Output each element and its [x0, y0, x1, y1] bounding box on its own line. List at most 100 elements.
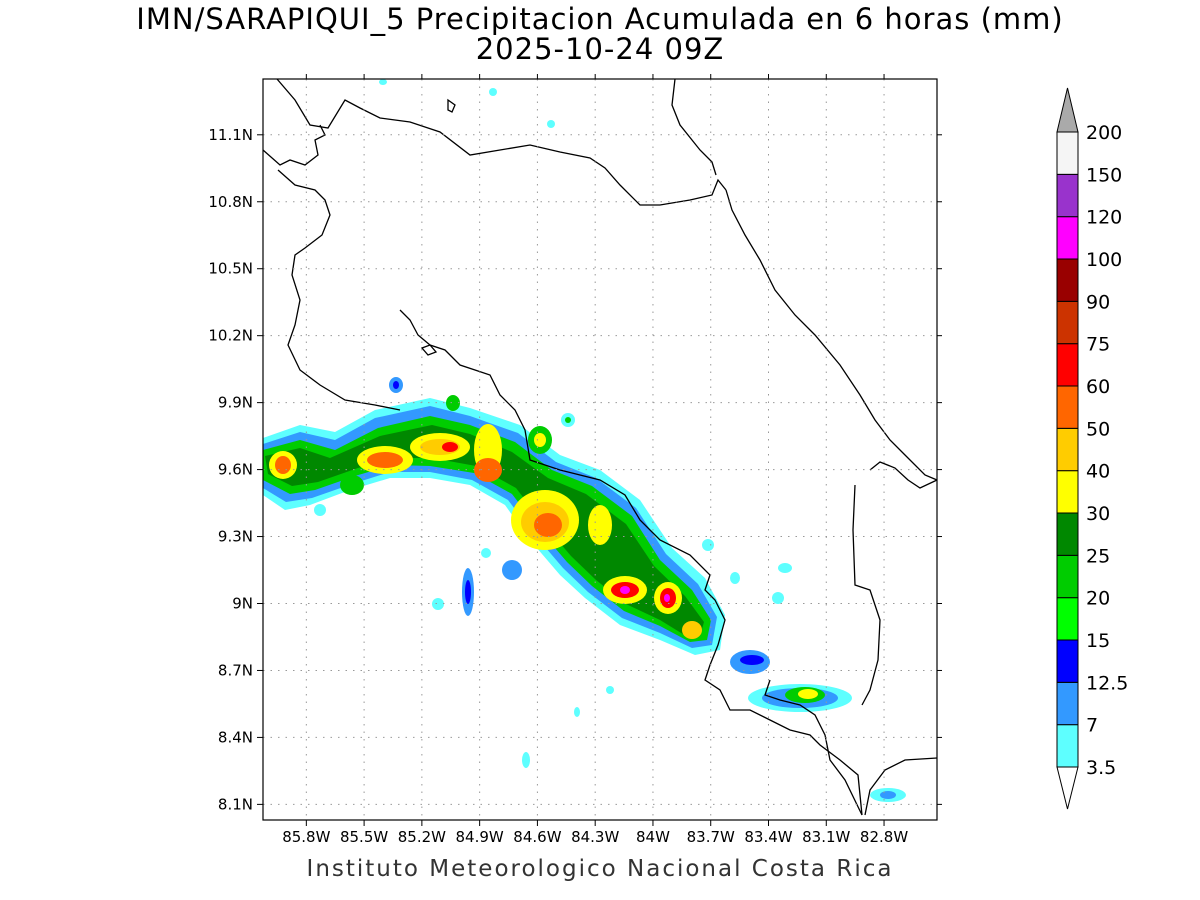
- colorbar-label: 90: [1086, 291, 1110, 313]
- y-tick-label: 8.7N: [218, 661, 253, 679]
- y-tick-label: 10.8N: [208, 193, 253, 211]
- map-subtitle-datetime: 2025-10-24 09Z: [475, 32, 725, 66]
- y-tick-label: 9N: [232, 595, 253, 613]
- precip-cell: [502, 560, 522, 580]
- precip-cell: [730, 572, 740, 584]
- nicaragua-border: [276, 79, 727, 206]
- longitude-axis: 85.8W 85.5W 85.2W 84.9W 84.6W 84.3W 84W 83.7W 83…: [282, 74, 908, 846]
- colorbar-segment: [1056, 216, 1079, 260]
- precip-cell: [565, 417, 571, 423]
- y-tick-label: 9.3N: [218, 528, 253, 546]
- precip-cell: [379, 79, 387, 85]
- colorbar-segment: [1056, 300, 1079, 345]
- precip-cell: [772, 592, 784, 604]
- precip-cell: [798, 689, 818, 699]
- colorbar-segment: [1056, 681, 1079, 726]
- colorbar-label: 75: [1086, 334, 1110, 356]
- precip-core: [367, 452, 403, 468]
- x-tick-label: 84.6W: [513, 828, 561, 846]
- precip-cell: [740, 655, 764, 665]
- precip-cell: [393, 381, 399, 389]
- colorbar-segment: [1056, 173, 1079, 218]
- x-tick-label: 82.8W: [860, 828, 908, 846]
- colorbar-label: 7: [1086, 715, 1098, 737]
- precip-cell: [574, 707, 580, 717]
- colorbar-arrow-bottom: [1056, 766, 1079, 810]
- osa-peninsula: [852, 484, 881, 706]
- coastlines: [263, 79, 937, 816]
- x-tick-label: 83.4W: [744, 828, 792, 846]
- precip-cell: [481, 548, 491, 558]
- x-tick-label: 83.1W: [802, 828, 850, 846]
- panama-coast: [864, 757, 937, 816]
- precip-cell: [314, 504, 326, 516]
- colorbar-segment: [1056, 427, 1079, 472]
- precip-core: [682, 621, 702, 639]
- y-tick-label: 8.4N: [218, 728, 253, 746]
- precip-core: [620, 586, 630, 594]
- map-frame: [262, 78, 938, 821]
- colorbar-segment: [1056, 131, 1079, 175]
- colorbar-segment: [1056, 258, 1079, 302]
- precip-cell: [522, 752, 530, 768]
- x-tick-label: 84.9W: [456, 828, 504, 846]
- precip-core: [275, 456, 291, 474]
- y-tick-label: 9.6N: [218, 461, 253, 479]
- y-tick-label: 9.9N: [218, 394, 253, 412]
- precip-cell: [465, 580, 471, 604]
- precip-cell: [606, 686, 614, 694]
- precip-cell: [702, 539, 714, 551]
- x-tick-label: 85.2W: [398, 828, 446, 846]
- x-tick-label: 84W: [636, 828, 670, 846]
- colorbar-arrow-top: [1056, 87, 1079, 133]
- precip-cell: [547, 120, 555, 128]
- colorbar-segment: [1056, 597, 1079, 641]
- colorbar-segment: [1056, 512, 1079, 556]
- colorbar-label: 12.5: [1086, 672, 1128, 694]
- bocas-coast: [869, 461, 937, 489]
- footer-credit: Instituto Meteorologico Nacional Costa R…: [306, 856, 894, 882]
- precip-core: [588, 505, 612, 545]
- caribbean-coast: [725, 189, 937, 481]
- colorbar-label: 50: [1086, 418, 1110, 440]
- precip-core: [534, 513, 562, 537]
- lake-island: [447, 98, 456, 113]
- colorbar-label: 150: [1086, 164, 1122, 186]
- precip-cell: [446, 395, 460, 411]
- precip-cell: [340, 475, 364, 495]
- precip-cell: [534, 433, 546, 447]
- colorbar-label: 30: [1086, 503, 1110, 525]
- nicoya-gulf: [399, 309, 863, 816]
- x-tick-label: 85.8W: [282, 828, 330, 846]
- y-tick-label: 8.1N: [218, 795, 253, 813]
- nicoya-peninsula-island: [420, 344, 438, 356]
- precip-core: [664, 594, 670, 602]
- colorbar-segment: [1056, 724, 1079, 768]
- precip-cell: [880, 791, 896, 799]
- colorbar-label: 20: [1086, 588, 1110, 610]
- precip-core: [442, 442, 458, 452]
- nicaragua-caribbean-coast: [671, 79, 717, 176]
- x-tick-label: 83.7W: [687, 828, 735, 846]
- panama-border: [764, 679, 863, 816]
- y-tick-label: 10.5N: [208, 260, 253, 278]
- colorbar-label: 3.5: [1086, 757, 1116, 779]
- y-tick-label: 11.1N: [208, 126, 253, 144]
- colorbar-segment: [1056, 343, 1079, 387]
- colorbar-legend: 3.5 7 12.5 15 20 25 30 40 50 60 75 90 100 120 150 200: [1056, 87, 1128, 810]
- precip-cell: [432, 598, 444, 610]
- colorbar-label: 25: [1086, 545, 1110, 567]
- x-tick-label: 85.5W: [340, 828, 388, 846]
- colorbar-label: 200: [1086, 122, 1122, 144]
- pacific-coast-north: [263, 124, 401, 411]
- map-title: IMN/SARAPIQUI_5 Precipitacion Acumulada …: [136, 2, 1064, 36]
- latitude-axis: 11.1N 10.8N 10.5N 10.2N 9.9N 9.6N 9.3N 9N 8.7N 8.…: [208, 126, 942, 813]
- precip-cell: [489, 88, 497, 96]
- colorbar-label: 60: [1086, 376, 1110, 398]
- colorbar-label: 120: [1086, 207, 1122, 229]
- precipitation-field: [263, 79, 906, 802]
- colorbar-segment: [1056, 385, 1079, 429]
- y-tick-label: 10.2N: [208, 327, 253, 345]
- colorbar-segment: [1056, 554, 1079, 599]
